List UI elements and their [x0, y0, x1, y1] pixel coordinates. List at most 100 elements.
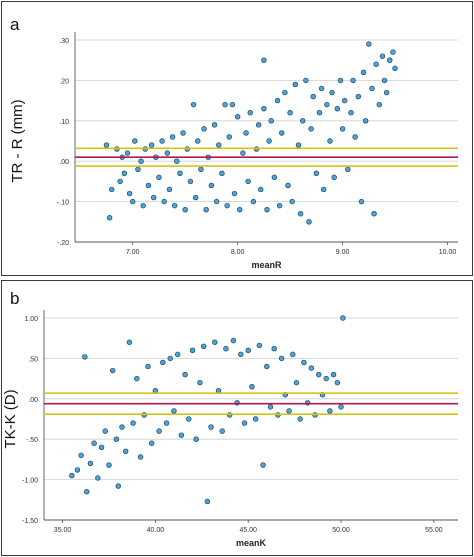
chart-a-point	[234, 114, 241, 120]
chart-a-point	[329, 89, 335, 96]
chart-a-point	[180, 130, 186, 136]
chart-a-point	[142, 146, 149, 152]
chart-a-point	[255, 122, 262, 128]
chart-b-point	[137, 454, 144, 460]
chart-b-point	[122, 448, 129, 455]
chart-a-point	[279, 130, 285, 136]
chart-a-point	[109, 186, 115, 193]
chart-b-point	[316, 371, 322, 378]
chart-b-point	[74, 467, 81, 473]
chart-a-point	[161, 198, 167, 205]
chart-a-x-tick-label: 8.00	[231, 249, 245, 256]
chart-a-point	[211, 122, 218, 128]
chart-a-point	[156, 174, 162, 181]
chart-b-point	[109, 367, 116, 374]
chart-a-point	[360, 69, 367, 76]
chart-b-point	[167, 355, 173, 362]
chart-b-point	[260, 462, 266, 468]
chart-a-point	[130, 198, 136, 205]
chart-b-point	[241, 420, 248, 426]
chart-a-point	[106, 215, 113, 221]
chart-b-panel-label: b	[10, 289, 19, 308]
chart-a-point	[376, 101, 383, 108]
chart-a-point	[373, 61, 379, 67]
chart-b-point	[113, 436, 120, 442]
chart-b-point	[200, 343, 207, 349]
chart-b-x-axis-title: meanK	[236, 538, 267, 548]
chart-b-point	[275, 412, 281, 418]
chart-a-point	[345, 166, 351, 172]
chart-a-point	[148, 142, 155, 148]
chart-a-x-tick-label: 7.00	[126, 249, 140, 256]
chart-b-point	[271, 346, 277, 352]
chart-b-points	[69, 315, 346, 505]
chart-a-point	[285, 182, 291, 189]
chart-b-point	[106, 462, 112, 468]
chart-a-point	[126, 190, 133, 197]
chart-a-point	[327, 138, 333, 144]
chart-b-point	[293, 379, 300, 386]
chart-a-point	[341, 97, 348, 104]
chart-b-x-tick-label: 45.00	[239, 527, 257, 534]
chart-b-point	[102, 428, 108, 434]
chart-a-point	[324, 101, 330, 108]
chart-a-point	[150, 194, 157, 201]
chart-a-point	[164, 150, 171, 156]
chart-b-point	[330, 371, 337, 378]
chart-b-point	[197, 379, 203, 386]
chart-a-point	[271, 174, 278, 181]
chart-b-point	[82, 354, 88, 360]
chart-a-x-axis-title: meanR	[251, 260, 282, 270]
panel-a-frame	[1, 1, 473, 276]
chart-a-point	[253, 146, 260, 152]
chart-a-point	[381, 77, 388, 84]
chart-a-x-tick-label: 10.00	[439, 249, 457, 256]
chart-b-point	[91, 440, 97, 446]
chart-a-point	[261, 105, 267, 112]
chart-a-point	[316, 110, 323, 116]
chart-a-point	[390, 49, 396, 55]
chart-b-point	[145, 363, 151, 370]
chart-a-point	[222, 101, 228, 108]
chart-a-y-tick-label: .30	[59, 38, 69, 45]
chart-a-point	[318, 85, 325, 92]
chart-b-point	[186, 416, 192, 422]
chart-b-point	[290, 351, 296, 358]
chart-a-point	[261, 57, 267, 63]
chart-a-point	[334, 105, 341, 112]
chart-a-point	[348, 110, 354, 116]
chart-b-point	[182, 371, 188, 378]
panel-b-frame	[1, 280, 473, 556]
chart-a-point	[192, 194, 199, 201]
chart-a-x-tick-label: 9.00	[336, 249, 350, 256]
chart-b-point	[95, 475, 101, 481]
chart-a-point	[292, 81, 299, 88]
chart-a-point	[138, 158, 144, 164]
chart-a-point	[303, 77, 309, 84]
chart-a-point	[297, 211, 304, 217]
chart-a-point	[358, 198, 365, 205]
chart-b-point	[156, 428, 162, 434]
chart-b-point	[115, 483, 121, 489]
chart-a-point	[145, 182, 152, 189]
chart-b-point	[219, 428, 225, 434]
chart-a-point	[198, 166, 204, 172]
chart-a-point	[213, 198, 220, 205]
chart-a-point	[276, 202, 283, 209]
chart-a-point	[216, 142, 222, 148]
chart-b-point	[141, 412, 147, 418]
chart-b-point	[174, 351, 181, 358]
chart-a-point	[355, 93, 362, 100]
chart-b-point	[226, 412, 233, 418]
chart-b-x-tick-label: 55.00	[425, 527, 443, 534]
chart-a-point	[135, 166, 141, 172]
chart-b-point	[234, 400, 240, 406]
chart-a-point	[219, 170, 225, 177]
chart-a-panel-label: a	[10, 15, 20, 34]
chart-a-point	[387, 57, 393, 63]
chart-b-point	[238, 351, 244, 358]
chart-a-point	[243, 130, 249, 136]
chart-b-point	[126, 339, 133, 345]
chart-b-point	[163, 420, 170, 426]
chart-a-point	[114, 146, 120, 152]
